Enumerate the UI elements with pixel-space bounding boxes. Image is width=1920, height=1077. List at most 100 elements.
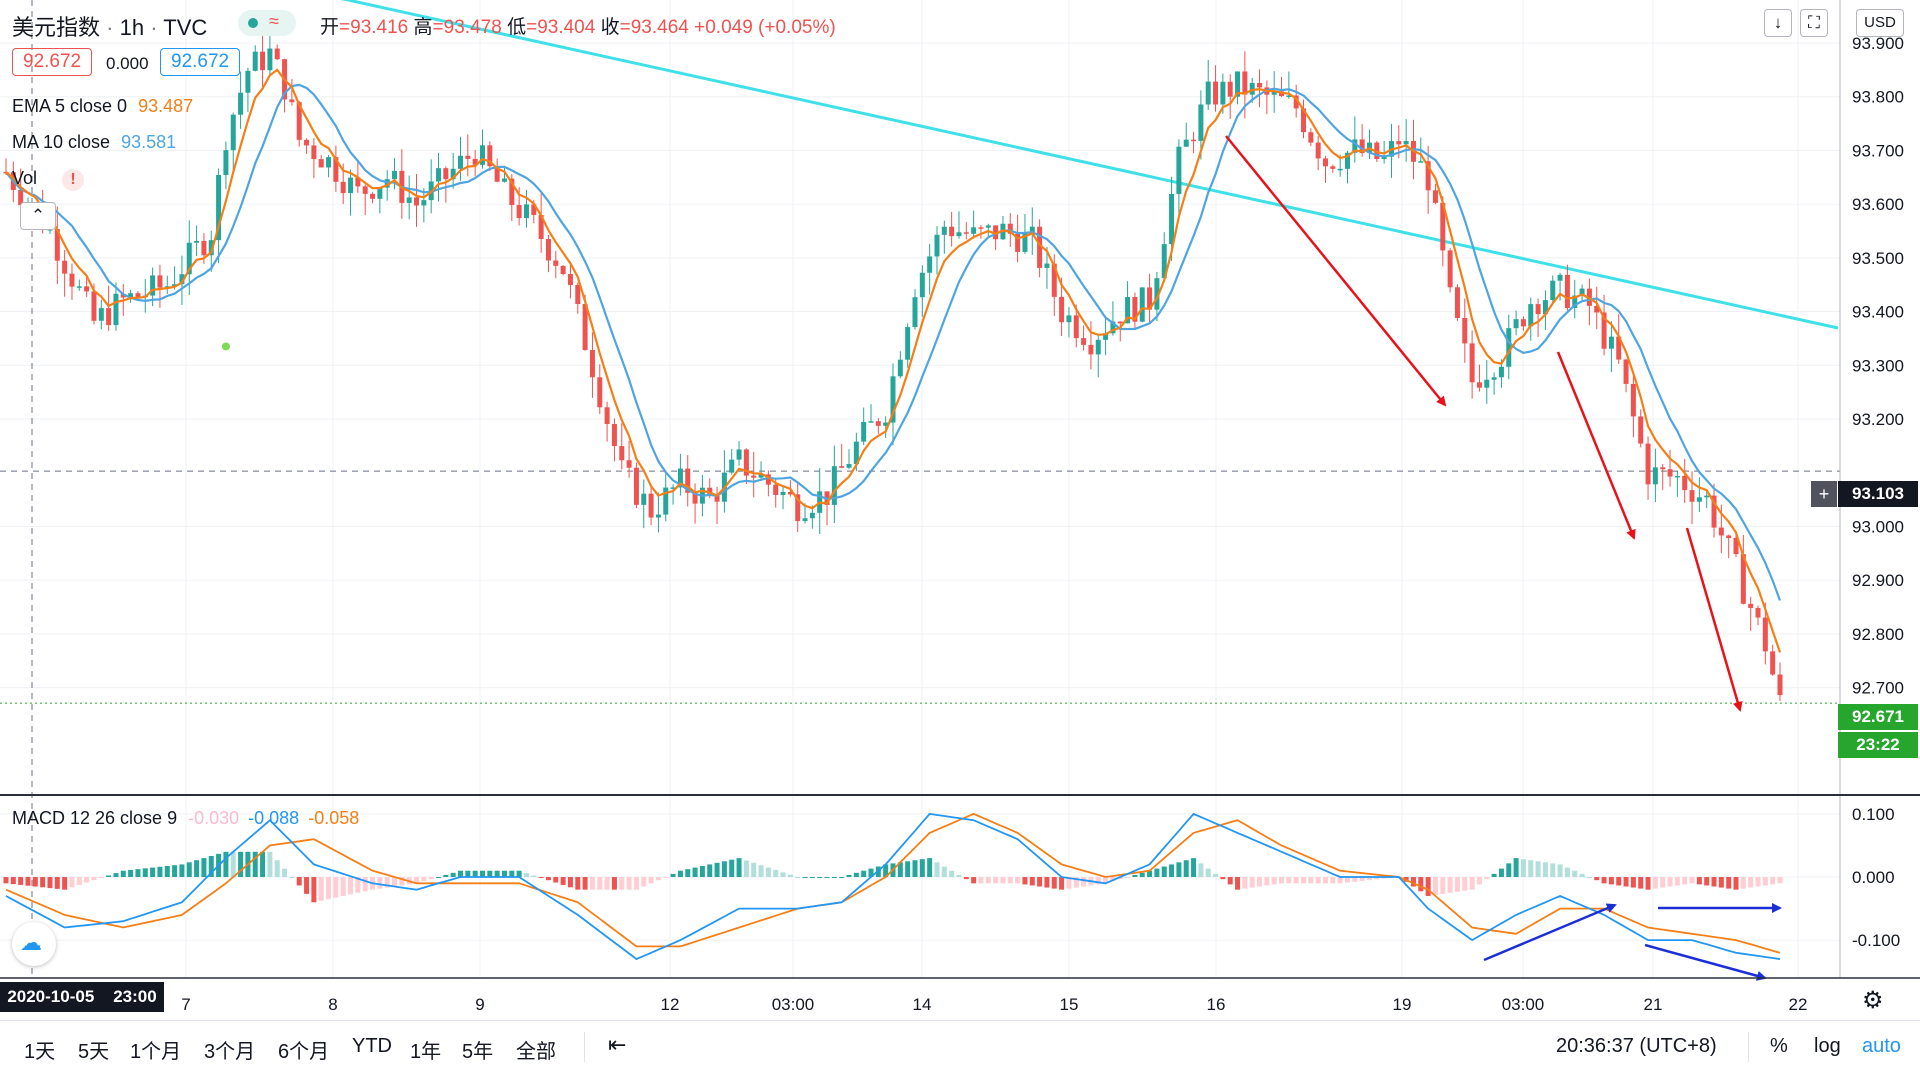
candle-body <box>194 240 200 243</box>
macd-hist-bar <box>1762 877 1768 886</box>
date-range-icon[interactable]: ⇤ <box>608 1032 627 1057</box>
candle-body <box>326 157 332 168</box>
candle-body <box>692 492 698 504</box>
ma-legend[interactable]: MA 10 close 93.581 <box>12 132 176 153</box>
macd-hist-bar <box>809 877 815 879</box>
sell-price-box[interactable]: 92.672 <box>12 48 93 76</box>
macd-hist-bar <box>692 867 698 878</box>
macd-hist-bar <box>150 867 156 878</box>
range-1d[interactable]: 1天 <box>24 1041 56 1063</box>
macd-hist-bar <box>685 869 691 878</box>
red-trend-arrow <box>1225 135 1447 407</box>
candle-body <box>1044 263 1050 268</box>
macd-hist-bar <box>531 875 537 878</box>
macd-hist-bar <box>1777 877 1783 884</box>
candle-body <box>545 239 551 261</box>
macd-hist-bar <box>1161 866 1167 878</box>
macd-hist-bar <box>355 877 361 893</box>
fullscreen-button[interactable]: ⛶ <box>1800 9 1828 37</box>
macd-hist-bar <box>1000 877 1006 884</box>
candle-body <box>1154 278 1160 310</box>
candle-body <box>370 193 376 199</box>
range-1y[interactable]: 1年 <box>410 1041 442 1063</box>
macd-hist-bar <box>157 866 163 878</box>
symbol-header[interactable]: 美元指数 · 1h · TVC <box>12 15 208 40</box>
macd-hist-bar <box>1572 870 1578 878</box>
tradingview-logo[interactable]: ☁ <box>12 922 56 966</box>
candle-body <box>406 197 412 203</box>
candle-body <box>1308 132 1314 143</box>
macd-hist-bar <box>25 877 31 886</box>
macd-hist-bar <box>751 862 757 878</box>
candle-body <box>1440 202 1446 251</box>
log-toggle[interactable]: log <box>1814 1035 1841 1057</box>
macd-hist-bar <box>428 877 434 880</box>
range-5d[interactable]: 5天 <box>78 1041 110 1063</box>
macd-hist-bar <box>465 870 471 878</box>
candle-body <box>941 226 947 235</box>
candle-body <box>340 181 346 194</box>
macd-hist-bar <box>1476 877 1482 885</box>
macd-hist-bar <box>1689 877 1695 884</box>
range-6m[interactable]: 6个月 <box>278 1041 330 1063</box>
vol-alert-icon[interactable]: ! <box>62 169 85 191</box>
time-tick-label: 16 <box>1207 995 1226 1014</box>
range-1m[interactable]: 1个月 <box>130 1041 182 1063</box>
macd-hist-bar <box>949 870 955 878</box>
scroll-down-button[interactable]: ↓ <box>1764 9 1792 37</box>
time-tick-label: 22 <box>1789 995 1808 1014</box>
candle-body <box>252 51 258 71</box>
auto-toggle[interactable]: auto <box>1862 1035 1901 1057</box>
vol-legend[interactable]: Vol ! <box>12 168 85 191</box>
macd-hist-bar <box>260 851 266 878</box>
macd-hist-bar <box>1176 862 1182 878</box>
candle-body <box>76 286 82 288</box>
candle-body <box>355 177 361 187</box>
candle-body <box>1007 223 1013 234</box>
range-ytd[interactable]: YTD <box>352 1035 392 1057</box>
macd-hist-bar <box>868 868 874 878</box>
crosshair-plus-icon[interactable]: + <box>1811 481 1837 507</box>
candle-body <box>1755 607 1761 618</box>
candle-body <box>274 48 280 60</box>
macd-hist-bar <box>1528 860 1534 878</box>
collapse-legend-button[interactable]: ⌃ <box>20 202 56 230</box>
macd-legend[interactable]: MACD 12 26 close 9 -0.030 -0.088 -0.058 <box>12 808 359 829</box>
range-all[interactable]: 全部 <box>516 1041 556 1063</box>
candle-body <box>560 265 566 275</box>
candle-body <box>1088 344 1094 355</box>
candle-body <box>1748 603 1754 608</box>
macd-hist-bar <box>472 870 478 878</box>
macd-hist-bar <box>1044 877 1050 888</box>
candle-body <box>436 168 442 182</box>
currency-button[interactable]: USD <box>1856 9 1904 37</box>
buy-price-box[interactable]: 92.672 <box>160 48 241 76</box>
candle-body <box>1491 377 1497 380</box>
macd-hist-bar <box>76 877 82 885</box>
candle-body <box>494 166 500 182</box>
clock-readout[interactable]: 20:36:37 (UTC+8) <box>1556 1035 1717 1057</box>
macd-hist-bar <box>707 864 713 878</box>
range-3m[interactable]: 3个月 <box>204 1041 256 1063</box>
macd-hist-bar <box>963 877 969 880</box>
macd-hist-bar <box>560 877 566 885</box>
market-status-badge[interactable]: ≈ <box>238 10 296 36</box>
candle-body <box>1139 287 1145 322</box>
macd-hist-bar <box>113 873 119 878</box>
ema-legend[interactable]: EMA 5 close 0 93.487 <box>12 96 193 117</box>
percent-toggle[interactable]: % <box>1770 1035 1788 1057</box>
candle-body <box>1418 161 1424 163</box>
macd-hist-bar <box>1748 877 1754 888</box>
candle-body <box>553 260 559 266</box>
chevron-up-icon: ⌃ <box>30 206 46 225</box>
time-tick-label: 14 <box>913 995 932 1014</box>
candle-body <box>157 275 163 288</box>
macd-hist-bar <box>1015 877 1021 884</box>
candle-body <box>1029 226 1035 233</box>
chart-settings-icon[interactable]: ⚙ <box>1862 987 1884 1014</box>
candle-body <box>1564 274 1570 308</box>
candle-body <box>743 449 749 476</box>
range-5y[interactable]: 5年 <box>462 1041 494 1063</box>
low-value: 93.404 <box>537 17 596 38</box>
